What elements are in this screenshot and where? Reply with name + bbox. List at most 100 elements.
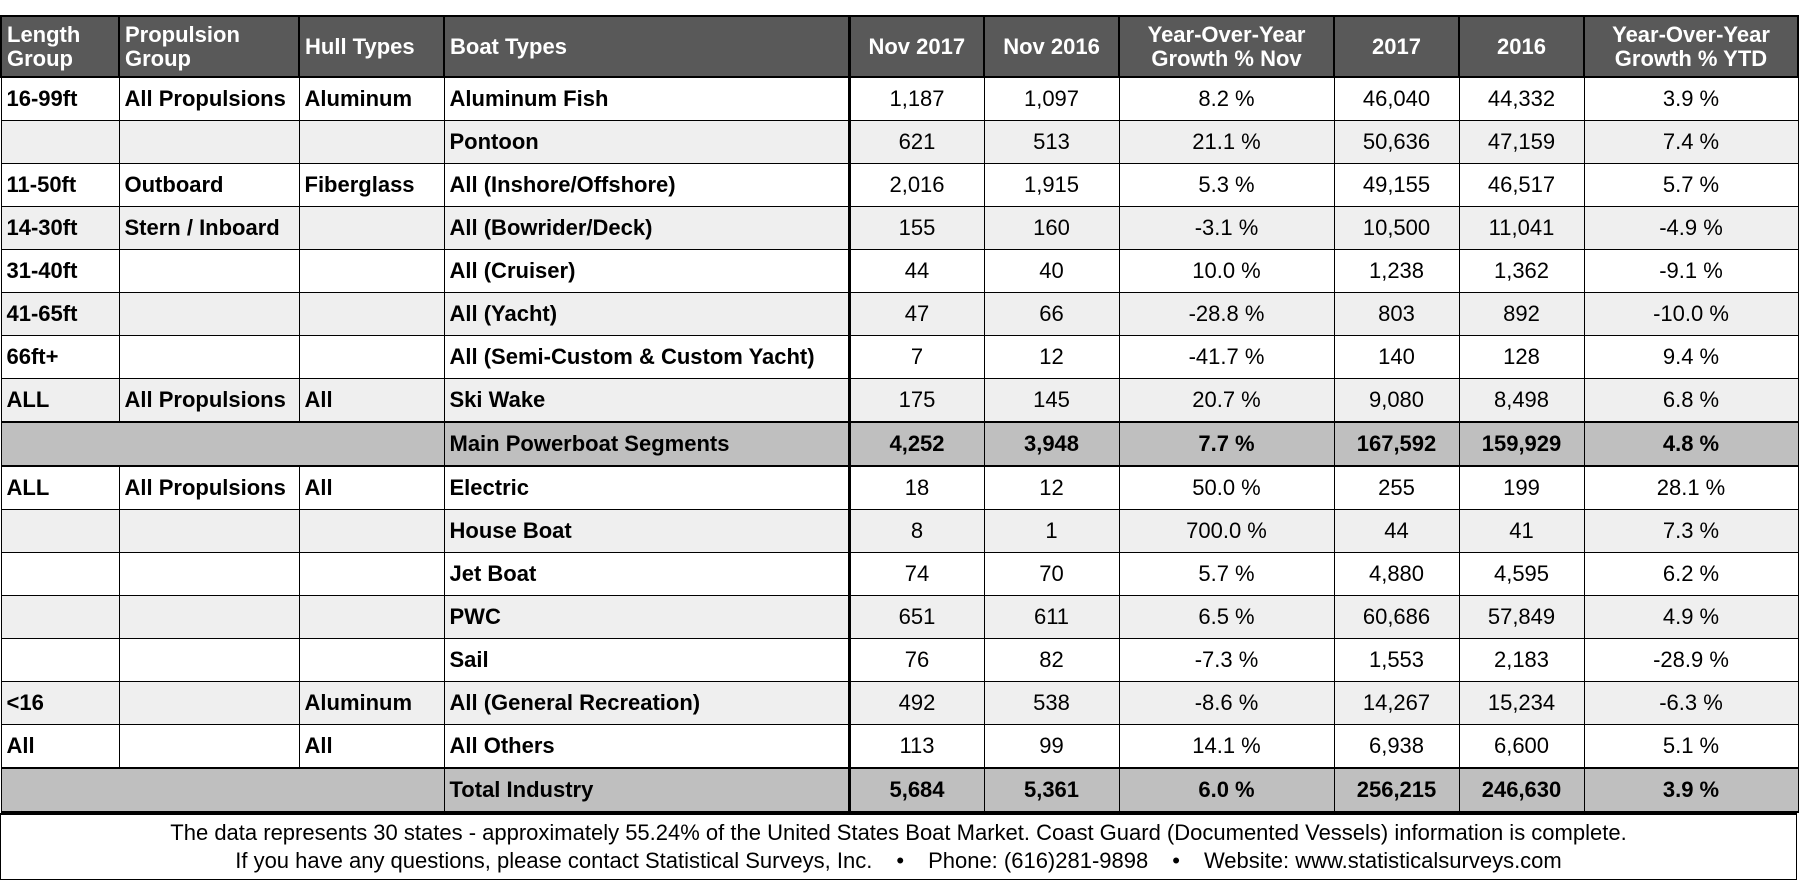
- total-yoy-ytd: 3.9 %: [1583, 767, 1799, 813]
- header-propulsion-group: Propulsion Group: [118, 15, 300, 78]
- cell-length: [0, 595, 120, 639]
- cell-yoy-ytd: -9.1 %: [1583, 249, 1799, 293]
- table-row: All All All Others 113 99 14.1 % 6,938 6…: [0, 724, 1799, 769]
- total-2016: 246,630: [1458, 767, 1585, 813]
- cell-length: ALL: [0, 465, 120, 510]
- header-boat-types: Boat Types: [443, 15, 850, 78]
- cell-nov-2016: 160: [983, 206, 1120, 250]
- cell-yoy-nov: 5.7 %: [1118, 552, 1335, 596]
- cell-boat-type: All (General Recreation): [443, 681, 850, 725]
- cell-boat-type: Electric: [443, 465, 850, 510]
- cell-2017: 10,500: [1333, 206, 1460, 250]
- cell-yoy-nov: -7.3 %: [1118, 638, 1335, 682]
- cell-nov-2017: 18: [847, 465, 985, 510]
- cell-propulsion: [118, 638, 300, 682]
- cell-length: 41-65ft: [0, 292, 120, 336]
- cell-hull: [298, 206, 445, 250]
- cell-hull: All: [298, 724, 445, 769]
- cell-yoy-nov: 20.7 %: [1118, 378, 1335, 423]
- cell-yoy-nov: 10.0 %: [1118, 249, 1335, 293]
- total-yoy-nov: 6.0 %: [1118, 767, 1335, 813]
- header-nov-2016: Nov 2016: [983, 15, 1120, 78]
- cell-nov-2016: 145: [983, 378, 1120, 423]
- cell-2016: 11,041: [1458, 206, 1585, 250]
- cell-propulsion: Outboard: [118, 163, 300, 207]
- cell-hull: Aluminum: [298, 76, 445, 121]
- cell-2016: 892: [1458, 292, 1585, 336]
- cell-length: [0, 120, 120, 164]
- cell-boat-type: All (Cruiser): [443, 249, 850, 293]
- table-row: 31-40ft All (Cruiser) 44 40 10.0 % 1,238…: [0, 249, 1799, 293]
- table-row: PWC 651 611 6.5 % 60,686 57,849 4.9 %: [0, 595, 1799, 639]
- cell-2017: 140: [1333, 335, 1460, 379]
- cell-2016: 47,159: [1458, 120, 1585, 164]
- cell-yoy-ytd: -10.0 %: [1583, 292, 1799, 336]
- cell-2016: 4,595: [1458, 552, 1585, 596]
- cell-propulsion: [118, 249, 300, 293]
- cell-hull: [298, 120, 445, 164]
- cell-2017: 1,553: [1333, 638, 1460, 682]
- cell-2017: 50,636: [1333, 120, 1460, 164]
- report-footer: The data represents 30 states - approxim…: [0, 813, 1797, 880]
- total-blank: [299, 767, 445, 813]
- cell-2017: 1,238: [1333, 249, 1460, 293]
- cell-nov-2017: 47: [847, 292, 985, 336]
- cell-propulsion: [118, 681, 300, 725]
- cell-yoy-ytd: 9.4 %: [1583, 335, 1799, 379]
- cell-length: 66ft+: [0, 335, 120, 379]
- cell-length: [0, 509, 120, 553]
- cell-2017: 803: [1333, 292, 1460, 336]
- cell-boat-type: All (Bowrider/Deck): [443, 206, 850, 250]
- header-nov-2017: Nov 2017: [847, 15, 985, 78]
- cell-2016: 2,183: [1458, 638, 1585, 682]
- cell-propulsion: [118, 120, 300, 164]
- cell-length: ALL: [0, 378, 120, 423]
- footer-website: Website: www.statisticalsurveys.com: [1203, 848, 1562, 873]
- cell-nov-2016: 611: [983, 595, 1120, 639]
- cell-nov-2017: 74: [847, 552, 985, 596]
- total-nov-2017: 5,684: [847, 767, 985, 813]
- header-row: Length Group Propulsion Group Hull Types…: [0, 15, 1799, 78]
- cell-nov-2017: 621: [847, 120, 985, 164]
- cell-nov-2017: 651: [847, 595, 985, 639]
- subtotal-blank: [0, 421, 119, 467]
- total-label: Total Industry: [443, 767, 850, 813]
- cell-hull: Fiberglass: [298, 163, 445, 207]
- cell-2017: 60,686: [1333, 595, 1460, 639]
- cell-nov-2016: 513: [983, 120, 1120, 164]
- cell-nov-2017: 44: [847, 249, 985, 293]
- header-yoy-growth-nov: Year-Over-Year Growth % Nov: [1118, 15, 1335, 78]
- footer-contact-line: If you have any questions, please contac…: [1, 847, 1796, 875]
- cell-nov-2016: 82: [983, 638, 1120, 682]
- boat-registration-report: Length Group Propulsion Group Hull Types…: [0, 15, 1799, 880]
- footer-contact-text: If you have any questions, please contac…: [235, 848, 873, 873]
- subtotal-row: Main Powerboat Segments 4,252 3,948 7.7 …: [0, 421, 1799, 467]
- registration-table: Length Group Propulsion Group Hull Types…: [0, 15, 1799, 813]
- cell-2016: 128: [1458, 335, 1585, 379]
- cell-yoy-ytd: 7.4 %: [1583, 120, 1799, 164]
- subtotal-2016: 159,929: [1458, 421, 1585, 467]
- table-row: 11-50ft Outboard Fiberglass All (Inshore…: [0, 163, 1799, 207]
- cell-boat-type: Aluminum Fish: [443, 76, 850, 121]
- cell-hull: [298, 595, 445, 639]
- cell-hull: Aluminum: [298, 681, 445, 725]
- cell-boat-type: All (Yacht): [443, 292, 850, 336]
- cell-2017: 49,155: [1333, 163, 1460, 207]
- cell-2017: 44: [1333, 509, 1460, 553]
- table-row: 41-65ft All (Yacht) 47 66 -28.8 % 803 89…: [0, 292, 1799, 336]
- cell-yoy-ytd: 4.9 %: [1583, 595, 1799, 639]
- cell-nov-2016: 538: [983, 681, 1120, 725]
- cell-propulsion: [118, 724, 300, 769]
- cell-propulsion: [118, 595, 300, 639]
- cell-propulsion: All Propulsions: [118, 76, 300, 121]
- footer-phone: Phone: (616)281-9898: [928, 848, 1149, 873]
- cell-nov-2016: 1: [983, 509, 1120, 553]
- cell-2016: 44,332: [1458, 76, 1585, 121]
- cell-yoy-ytd: 6.2 %: [1583, 552, 1799, 596]
- cell-2016: 6,600: [1458, 724, 1585, 769]
- cell-nov-2017: 2,016: [847, 163, 985, 207]
- cell-boat-type: All (Inshore/Offshore): [443, 163, 850, 207]
- header-hull-types: Hull Types: [298, 15, 445, 78]
- cell-yoy-nov: -8.6 %: [1118, 681, 1335, 725]
- cell-yoy-nov: 14.1 %: [1118, 724, 1335, 769]
